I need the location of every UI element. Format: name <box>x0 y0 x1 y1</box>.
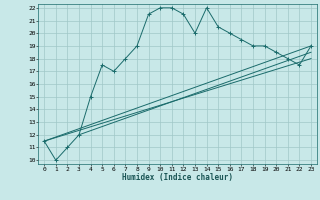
X-axis label: Humidex (Indice chaleur): Humidex (Indice chaleur) <box>122 173 233 182</box>
